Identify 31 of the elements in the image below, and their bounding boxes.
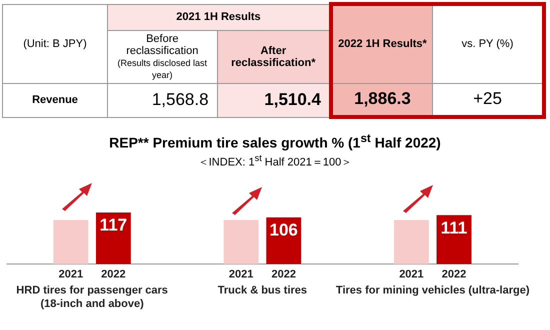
x-tick-label: Truck & bus tires: [218, 284, 308, 297]
bar: [96, 212, 131, 264]
text: 2021: [399, 268, 424, 281]
data-label: 111: [440, 218, 468, 238]
text: 2021: [228, 268, 254, 281]
text: 2021 1H Results: [108, 4, 331, 30]
text: 2022: [442, 268, 466, 281]
series-label: 2022: [101, 268, 126, 281]
bar: [53, 220, 88, 264]
text: +25: [432, 83, 544, 117]
bar: [394, 220, 429, 264]
data-label: 106: [270, 220, 298, 240]
bar: [436, 215, 472, 264]
x-tick-label: HRD tires for passenger cars (18-inch and above): [16, 284, 168, 310]
bar: [224, 220, 259, 264]
text: 2022: [271, 268, 296, 281]
chart-subtitle: ＜INDEX: 1$^{st}$ Half 2021＝100＞: [196, 152, 354, 170]
text: 1,510.4: [217, 83, 331, 117]
text: Revenue: [2, 83, 108, 117]
text: 1,568.8: [108, 83, 218, 117]
series-label: 2021: [58, 268, 84, 281]
text: (Unit: B JPY): [2, 4, 108, 83]
text: vs. PY (%): [432, 4, 544, 83]
x-tick-label: Tires for mining vehicles (ultra-large): [336, 284, 530, 297]
text: Before reclassification: [126, 32, 198, 56]
text: After reclassification*: [217, 30, 331, 83]
text: 1,886.3: [331, 83, 432, 117]
chart-title: REP** Premium tire sales growth % (1$^{st}$ Half 2022): [108, 132, 442, 151]
text: (Results disclosed last year): [118, 58, 208, 80]
text: 2022 1H Results*: [331, 4, 432, 83]
data-label: 117: [100, 216, 128, 235]
